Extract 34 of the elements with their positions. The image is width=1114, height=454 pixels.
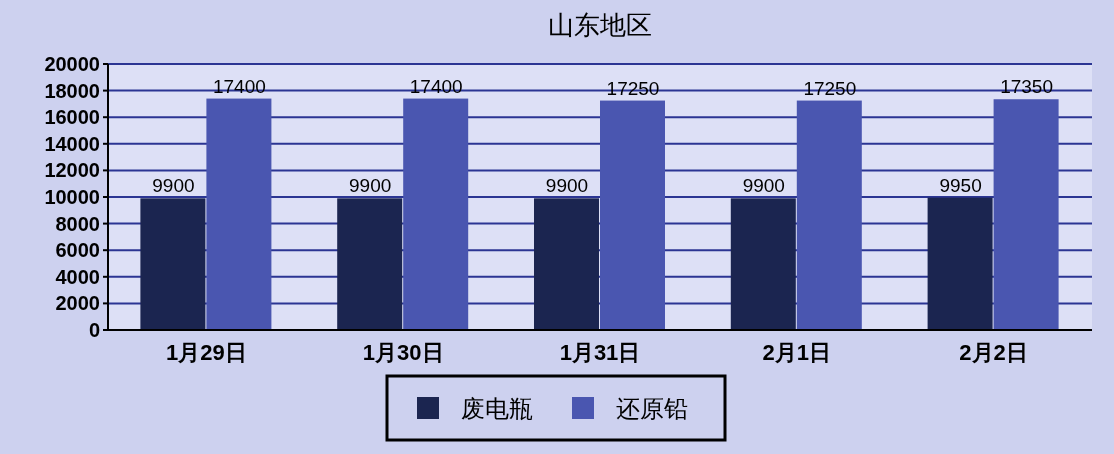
data-label: 9950: [939, 174, 982, 196]
y-tick-label: 4000: [55, 265, 100, 288]
x-tick-label: 1月30日: [362, 340, 444, 365]
x-tick-label: 2月2日: [959, 340, 1028, 365]
bar: [140, 198, 206, 330]
y-tick-label: 6000: [55, 239, 100, 262]
data-label: 9900: [742, 175, 785, 197]
data-label: 9900: [349, 175, 392, 197]
data-label: 9900: [152, 175, 195, 197]
y-tick-label: 0: [88, 319, 100, 341]
y-tick-label: 10000: [44, 186, 100, 208]
bar: [206, 98, 272, 330]
data-label: 9900: [545, 175, 589, 197]
y-tick-label: 2000: [55, 292, 100, 315]
y-tick-label: 20000: [44, 53, 100, 75]
bar: [927, 197, 993, 330]
x-tick-label: 1月31日: [559, 340, 641, 365]
y-tick-label: 16000: [44, 106, 100, 129]
legend-label: 废电瓶: [461, 395, 533, 422]
bar: [534, 198, 599, 330]
bar: [730, 198, 796, 330]
bar: [600, 100, 665, 330]
y-tick-label: 8000: [55, 212, 100, 235]
bar: [403, 98, 469, 330]
x-tick-label: 2月1日: [762, 340, 832, 365]
x-tick-label: 1月29日: [166, 340, 247, 365]
bar: [337, 198, 403, 330]
legend-label: 还原铅: [616, 395, 688, 422]
chart-title: 山东地区: [548, 10, 652, 40]
y-tick-label: 14000: [44, 132, 100, 155]
bar: [796, 100, 862, 330]
bar: [993, 99, 1059, 330]
y-tick-label: 12000: [44, 159, 100, 182]
y-tick-label: 18000: [44, 79, 100, 102]
